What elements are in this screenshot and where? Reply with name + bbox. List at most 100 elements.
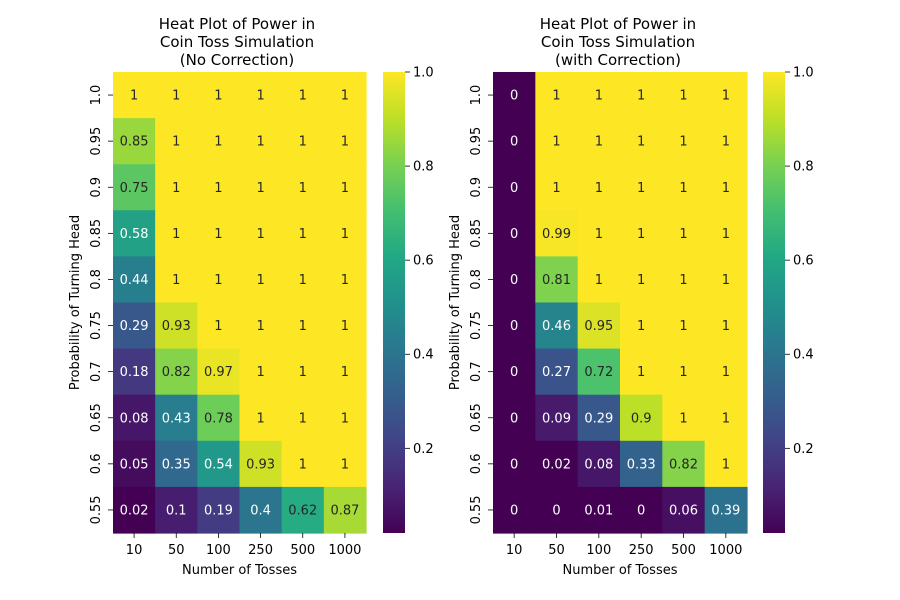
cell-value-label: 0.95: [584, 319, 613, 334]
cell-value-label: 0.09: [542, 411, 571, 426]
heatmap-cell: [113, 440, 156, 488]
x-tick-label: 10: [506, 543, 523, 558]
cell-value-label: 1: [595, 227, 603, 242]
colorbar-tick-label: 0.6: [413, 254, 434, 269]
heatmap-cell: [281, 164, 325, 211]
heatmap-cell: [577, 118, 621, 165]
heatmap-cell: [239, 164, 283, 211]
cell-value-label: 1: [552, 181, 560, 196]
heatmap-cell: [535, 72, 579, 119]
heatmap-cell: [281, 440, 325, 488]
heatmap-cell: [323, 302, 367, 350]
cell-value-label: 1: [172, 227, 180, 242]
cell-value-label: 1: [299, 273, 307, 288]
x-tick-label: 500: [290, 543, 315, 558]
heatmap-cell: [577, 256, 621, 304]
cell-value-label: 0.44: [120, 273, 149, 288]
heatmap-cell: [323, 486, 367, 534]
heatmap-cell: [620, 256, 663, 304]
cell-value-label: 0: [510, 181, 518, 196]
y-tick-label: 0.9: [469, 177, 484, 198]
heatmap-cell: [197, 210, 241, 257]
heatmap-cell: [323, 118, 367, 165]
heatmap-cell: [577, 348, 621, 396]
heatmap-cell: [239, 256, 283, 304]
heatmap-cell: [155, 164, 198, 211]
cell-value-label: 1: [552, 89, 560, 104]
cell-value-label: 0: [510, 227, 518, 242]
cell-value-label: 1: [299, 457, 307, 472]
heatmap-cell: [662, 118, 706, 165]
heatmap-cell: [155, 348, 198, 396]
cell-value-label: 1: [552, 135, 560, 150]
heatmap-cell: [281, 348, 325, 396]
heatmap-cell: [323, 348, 367, 396]
cell-value-label: 0: [510, 457, 518, 472]
heatmap-cell: [113, 302, 156, 350]
cell-value-label: 0.54: [204, 457, 233, 472]
heatmap-cell: [620, 486, 663, 534]
heatmap-cell: [197, 486, 241, 534]
heatmap-cell: [704, 164, 748, 211]
cell-value-label: 1: [722, 181, 730, 196]
colorbar-tick-label: 0.6: [793, 254, 814, 269]
heatmap-cell: [113, 210, 156, 257]
cell-value-label: 1: [256, 365, 264, 380]
cell-value-label: 1: [172, 273, 180, 288]
heatmap-cell: [662, 164, 706, 211]
y-tick-label: 0.65: [469, 403, 484, 432]
heatmap-cell: [493, 302, 536, 350]
heatmap-cell: [281, 486, 325, 534]
heatmap-cell: [323, 72, 367, 119]
heatmap-cell: [620, 348, 663, 396]
cell-value-label: 0.87: [330, 503, 359, 518]
cell-value-label: 0.97: [204, 365, 233, 380]
y-tick-label: 0.75: [469, 311, 484, 340]
cell-value-label: 0: [510, 135, 518, 150]
colorbar-tick-label: 0.4: [793, 348, 814, 363]
cell-value-label: 1: [299, 227, 307, 242]
cell-value-label: 0.06: [669, 503, 698, 518]
cell-value-label: 0.4: [250, 503, 271, 518]
cell-value-label: 1: [341, 411, 349, 426]
heatmap-cell: [662, 486, 706, 534]
y-tick-label: 1.0: [89, 85, 104, 106]
heatmap-cell: [281, 302, 325, 350]
cell-value-label: 1: [341, 273, 349, 288]
cell-value-label: 1: [299, 181, 307, 196]
heatmap-cell: [620, 72, 663, 119]
heatmap-cell: [577, 486, 621, 534]
heatmap-cell: [493, 164, 536, 211]
cell-value-label: 1: [341, 89, 349, 104]
cell-value-label: 1: [256, 273, 264, 288]
cell-value-label: 0.62: [288, 503, 317, 518]
colorbar: [763, 72, 785, 533]
cell-value-label: 1: [679, 319, 687, 334]
cell-value-label: 1: [722, 227, 730, 242]
heatmap-cell: [155, 440, 198, 488]
heatmap-cell: [323, 394, 367, 442]
heatmap-cell: [493, 486, 536, 534]
heatmap-cell: [281, 210, 325, 257]
cell-value-label: 1: [299, 411, 307, 426]
cell-value-label: 1: [679, 227, 687, 242]
y-tick-label: 1.0: [469, 85, 484, 106]
cell-value-label: 0.08: [584, 457, 613, 472]
heatmap-cell: [577, 164, 621, 211]
y-tick-label: 0.85: [469, 219, 484, 248]
heatmap-cell: [704, 394, 748, 442]
heatmap-cell: [113, 72, 156, 119]
cell-value-label: 1: [256, 89, 264, 104]
heatmap-cell: [704, 440, 748, 488]
colorbar-tick-label: 1.0: [413, 66, 434, 81]
cell-value-label: 1: [214, 319, 222, 334]
y-tick-label: 0.9: [89, 177, 104, 198]
cell-value-label: 0.18: [120, 365, 149, 380]
heatmap-cell: [281, 72, 325, 119]
cell-value-label: 0: [510, 89, 518, 104]
heatmap-cell: [113, 486, 156, 534]
cell-value-label: 1: [722, 365, 730, 380]
heatmap-cell: [113, 348, 156, 396]
x-tick-label: 100: [206, 543, 231, 558]
